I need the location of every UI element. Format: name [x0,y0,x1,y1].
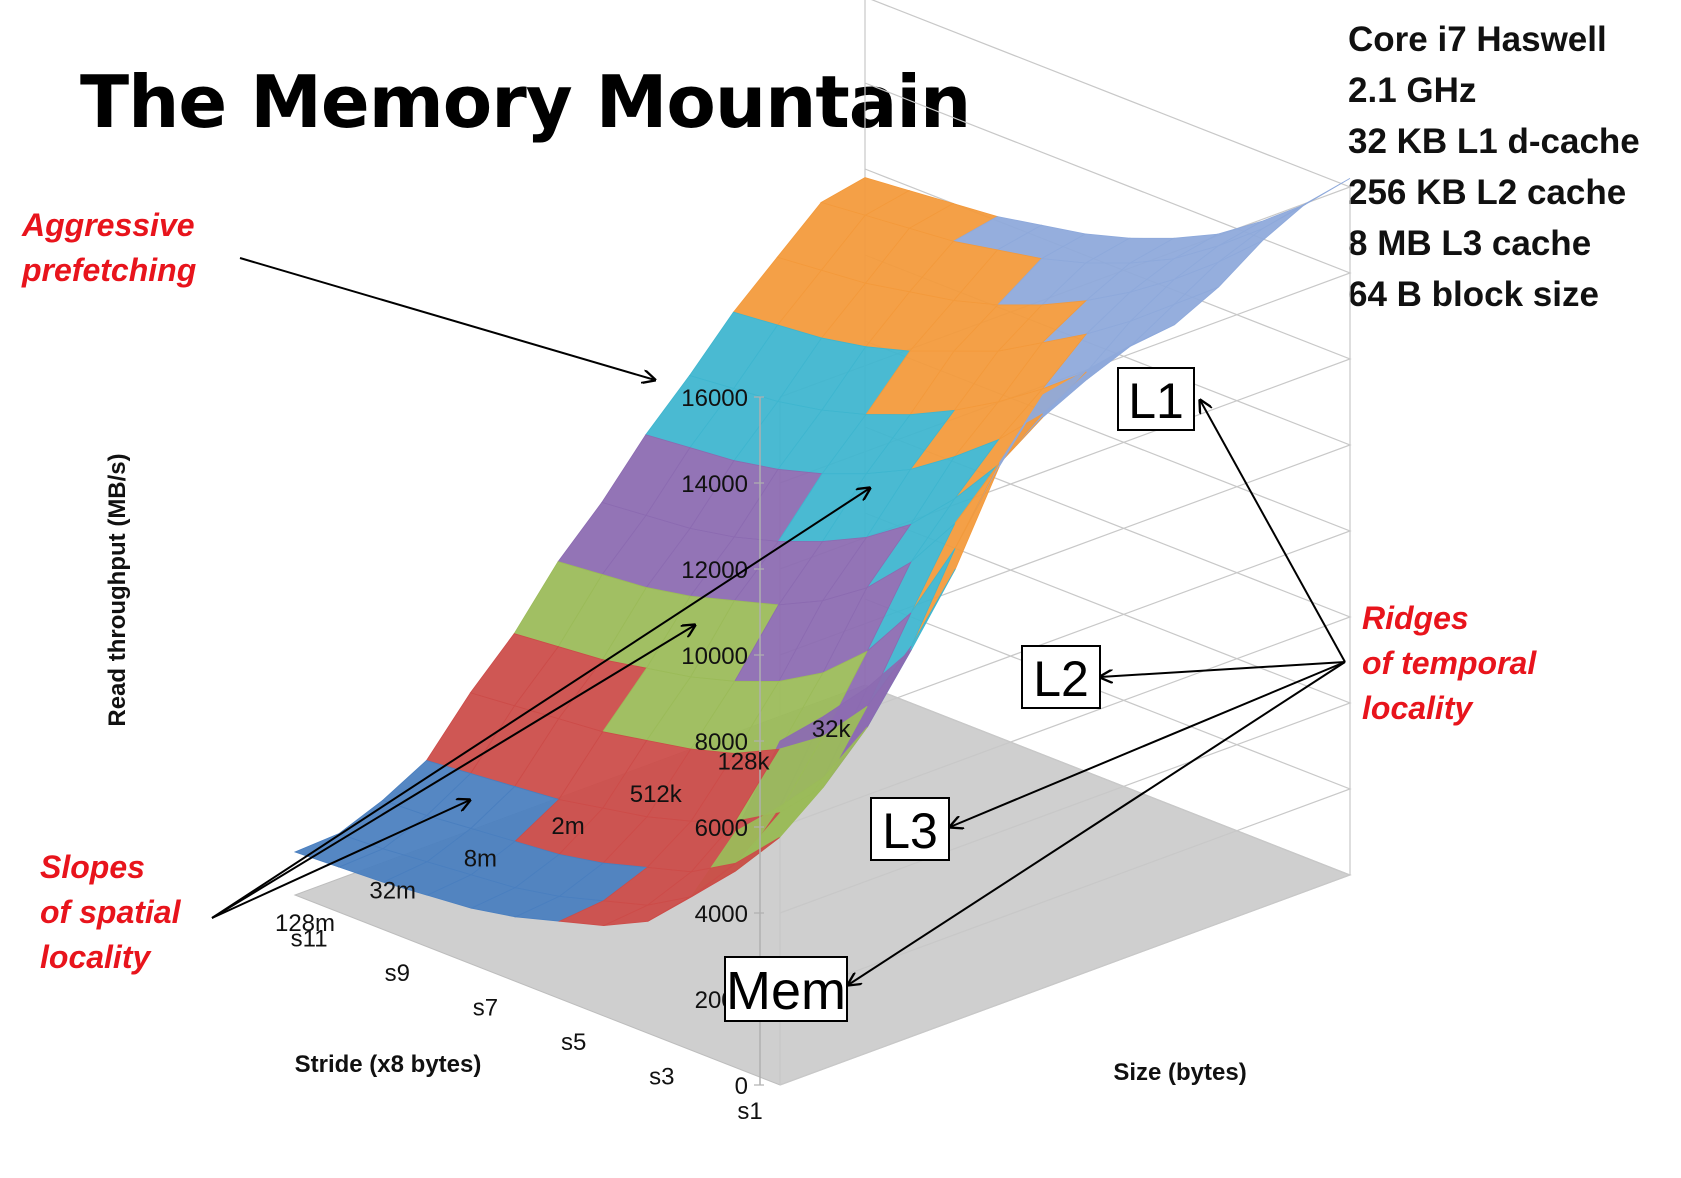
cache-label-text: L3 [882,803,938,859]
spec-line: 32 KB L1 d-cache [1348,122,1640,161]
annotation-arrow [950,661,1346,827]
cache-label-text: Mem [726,961,846,1021]
note-line: Ridges [1362,600,1469,636]
cache-label-text: L2 [1033,651,1089,707]
processor-specs: Core i7 Haswell 2.1 GHz 32 KB L1 d-cache… [1348,14,1640,320]
size-axis-label: Size (bytes) [1113,1059,1246,1086]
cache-label-l2: L2 [1021,645,1101,709]
chart-axes: 0200040006000800010000120001400016000Rea… [104,385,1247,1125]
stride-tick-label: s11 [291,925,328,952]
z-tick-label: 14000 [681,471,748,498]
note-line: Aggressive [22,207,195,243]
annotation-arrows [211,257,1346,985]
z-tick-label: 0 [735,1073,748,1100]
cache-label-box [870,797,950,861]
cache-label-box [1117,367,1195,431]
surface-cell [558,900,649,927]
cache-label-l1: L1 [1117,367,1195,431]
annotation-arrow [211,625,695,919]
size-tick-label: 512k [630,781,683,808]
stride-tick-label: s3 [649,1063,674,1090]
cache-label-mem: Mem [724,956,848,1022]
cache-level-labels: L1 L2 L3 Mem [724,367,1195,1022]
note-line: prefetching [22,252,197,288]
aggressive-prefetching-note: Aggressive prefetching [22,203,196,293]
stride-tick-label: s7 [473,994,498,1021]
annotation-arrow [1200,400,1346,663]
ridges-note: Ridges of temporal locality [1362,596,1536,731]
cache-label-l3: L3 [870,797,950,861]
note-line: Slopes [40,849,145,885]
z-tick-label: 12000 [681,557,748,584]
cache-label-box [724,956,848,1022]
slopes-note: Slopes of spatial locality [40,845,180,980]
z-tick-label: 6000 [695,815,748,842]
stride-axis-label: Stride (x8 bytes) [295,1051,482,1078]
spec-line: 64 B block size [1348,275,1599,314]
size-tick-label: 32m [369,878,416,905]
note-line: of spatial [40,894,181,930]
spec-line: 256 KB L2 cache [1348,173,1627,212]
spec-line: 8 MB L3 cache [1348,224,1592,263]
spec-line: Core i7 Haswell [1348,20,1607,59]
z-tick-label: 10000 [681,643,748,670]
size-tick-label: 128m [275,910,335,937]
z-axis-label: Read throughput (MB/s) [104,453,131,726]
spec-line: 2.1 GHz [1348,71,1477,110]
size-tick-label: 2m [551,813,584,840]
note-line: locality [1362,690,1473,726]
z-tick-label: 16000 [681,385,748,412]
stride-tick-label: s9 [385,960,410,987]
annotation-arrow [211,800,470,919]
cache-label-box [1021,645,1101,709]
note-line: of temporal [1362,645,1537,681]
z-tick-label: 4000 [695,901,748,928]
annotation-arrow [211,488,870,919]
annotation-arrow [239,257,655,380]
stride-tick-label: s1 [737,1098,762,1125]
size-tick-label: 32k [812,716,852,743]
annotation-arrow [1100,661,1346,677]
note-line: locality [40,939,151,975]
surface-plot [293,177,1351,927]
z-tick-label: 8000 [695,729,748,756]
size-tick-label: 8m [464,845,497,872]
page-title: The Memory Mountain [80,60,971,144]
size-tick-label: 128k [717,748,770,775]
cache-label-text: L1 [1128,373,1184,429]
stride-tick-label: s5 [561,1029,586,1056]
annotation-arrow [848,661,1346,985]
